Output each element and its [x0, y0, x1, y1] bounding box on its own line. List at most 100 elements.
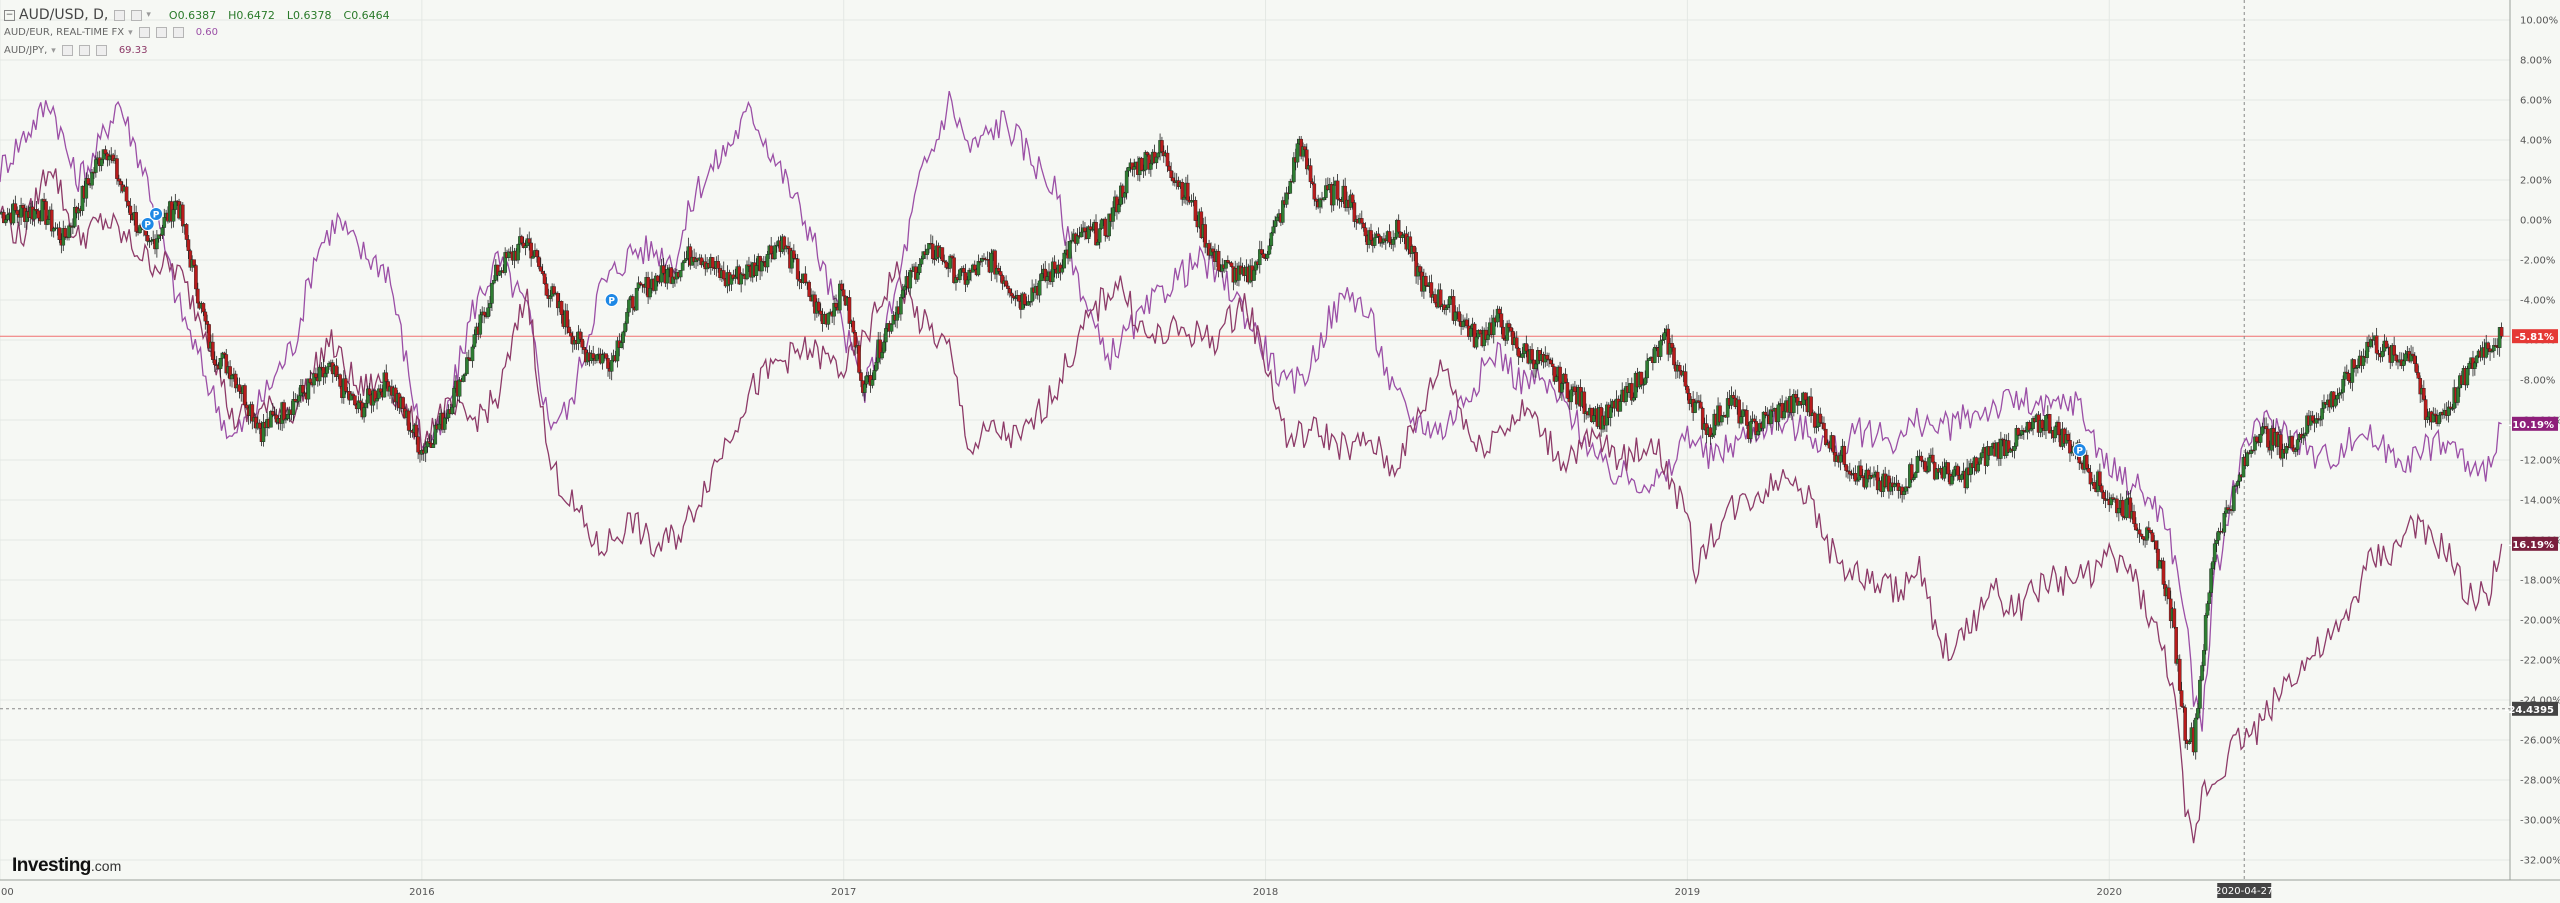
candle-body: [2258, 433, 2263, 443]
candle-body: [2099, 485, 2104, 493]
candle-body: [2148, 530, 2153, 533]
candle-body: [1124, 170, 1129, 194]
candle-body: [1645, 360, 1649, 379]
candle-body: [1203, 224, 1207, 248]
y-tick-label: -14.00%: [2520, 496, 2560, 507]
candle-body: [661, 265, 666, 274]
candle-body: [569, 332, 573, 337]
candle-body: [1965, 467, 1969, 489]
candle-body: [721, 270, 726, 280]
x-tick-label: 00: [1, 887, 14, 898]
candle-body: [2422, 387, 2426, 400]
candle-body: [338, 374, 342, 387]
candle-body: [2310, 415, 2315, 422]
candle-body: [2187, 741, 2192, 744]
candle-body: [1039, 273, 1044, 282]
candle-body: [1677, 365, 1682, 372]
candle-body: [84, 178, 89, 199]
candle-body: [486, 307, 490, 318]
candle-body: [314, 373, 318, 378]
settings-icon[interactable]: [61, 45, 73, 56]
collapse-icon[interactable]: −: [4, 9, 15, 21]
chevron-down-icon[interactable]: ▾: [128, 27, 133, 38]
close-icon[interactable]: [172, 27, 184, 38]
candle-body: [1284, 192, 1289, 205]
ohlc-low-label: L: [286, 8, 293, 22]
close-icon[interactable]: [95, 45, 107, 56]
legend-compare-audjpy[interactable]: AUD/JPY, ▾ 69.33: [4, 45, 147, 56]
candle-body: [682, 259, 687, 264]
candle-body: [42, 199, 46, 202]
candle-body: [1094, 222, 1098, 246]
candle-body: [203, 311, 208, 322]
chevron-down-icon[interactable]: ▾: [146, 10, 151, 20]
candle-body: [457, 379, 462, 397]
candle-body: [291, 399, 296, 415]
candle-body: [2092, 482, 2097, 490]
chevron-down-icon[interactable]: ▾: [51, 45, 56, 56]
candle-body: [126, 200, 131, 207]
candle-body: [880, 352, 884, 359]
candle-body: [1008, 288, 1012, 294]
visibility-icon[interactable]: [131, 9, 143, 21]
candle-body: [527, 238, 532, 244]
candle-body: [343, 378, 348, 392]
candle-body: [94, 159, 98, 173]
candle-body: [1683, 371, 1688, 387]
candle-body: [237, 384, 242, 392]
candle-body: [3, 219, 8, 224]
candle-body: [2467, 363, 2472, 369]
candle-body: [2209, 568, 2213, 593]
candle-body: [1745, 410, 1749, 426]
settings-icon[interactable]: [138, 27, 150, 38]
candle-body: [851, 320, 856, 333]
candle-body: [2320, 408, 2324, 420]
y-tick-label: 2.00%: [2520, 176, 2552, 187]
settings-icon[interactable]: [114, 9, 126, 21]
candle-body: [2352, 359, 2356, 369]
candle-body: [648, 288, 652, 298]
candle-body: [364, 403, 368, 408]
candle-body: [1261, 253, 1266, 258]
candle-body: [998, 271, 1003, 276]
candle-body: [627, 299, 631, 313]
candle-body: [155, 238, 159, 250]
candle-body: [1099, 219, 1104, 229]
candle-body: [2161, 560, 2166, 585]
candle-body: [531, 256, 535, 259]
candle-body: [678, 270, 683, 278]
candle-body: [285, 413, 290, 419]
visibility-icon[interactable]: [155, 27, 167, 38]
candle-body: [1859, 465, 1863, 476]
candle-body: [124, 186, 129, 202]
candle-body: [1006, 285, 1010, 289]
event-marker-label: P: [2076, 447, 2083, 457]
candle-body: [548, 296, 553, 299]
candle-body: [1822, 422, 1826, 430]
candle-body: [1952, 469, 1956, 477]
candle-body: [1978, 457, 1982, 465]
candle-body: [1803, 392, 1808, 401]
x-tick-label: 2018: [1253, 887, 1278, 898]
candle-body: [857, 345, 861, 373]
event-marker-label: P: [153, 211, 160, 221]
ohlc-high-label: H: [228, 8, 237, 22]
candle-body: [655, 275, 660, 282]
legend-compare-audeur[interactable]: AUD/EUR, REAL-TIME FX ▾ 0.60: [4, 27, 218, 38]
candle-body: [1216, 250, 1221, 271]
candle-body: [1062, 252, 1067, 269]
candle-body: [86, 178, 91, 185]
candle-body: [40, 199, 44, 222]
candle-body: [2290, 436, 2294, 449]
candle-body: [375, 398, 379, 402]
candle-body: [1252, 269, 1256, 281]
legend-main[interactable]: − AUD/USD, D, ▾ O0.6387 H0.6472 L0.6378 …: [4, 7, 390, 23]
candle-body: [218, 358, 223, 369]
visibility-icon[interactable]: [78, 45, 90, 56]
candle-body: [1497, 308, 1502, 314]
candle-body: [1396, 219, 1401, 233]
candle-body: [1558, 366, 1562, 393]
candle-body: [171, 209, 176, 222]
candle-body: [1160, 140, 1164, 153]
